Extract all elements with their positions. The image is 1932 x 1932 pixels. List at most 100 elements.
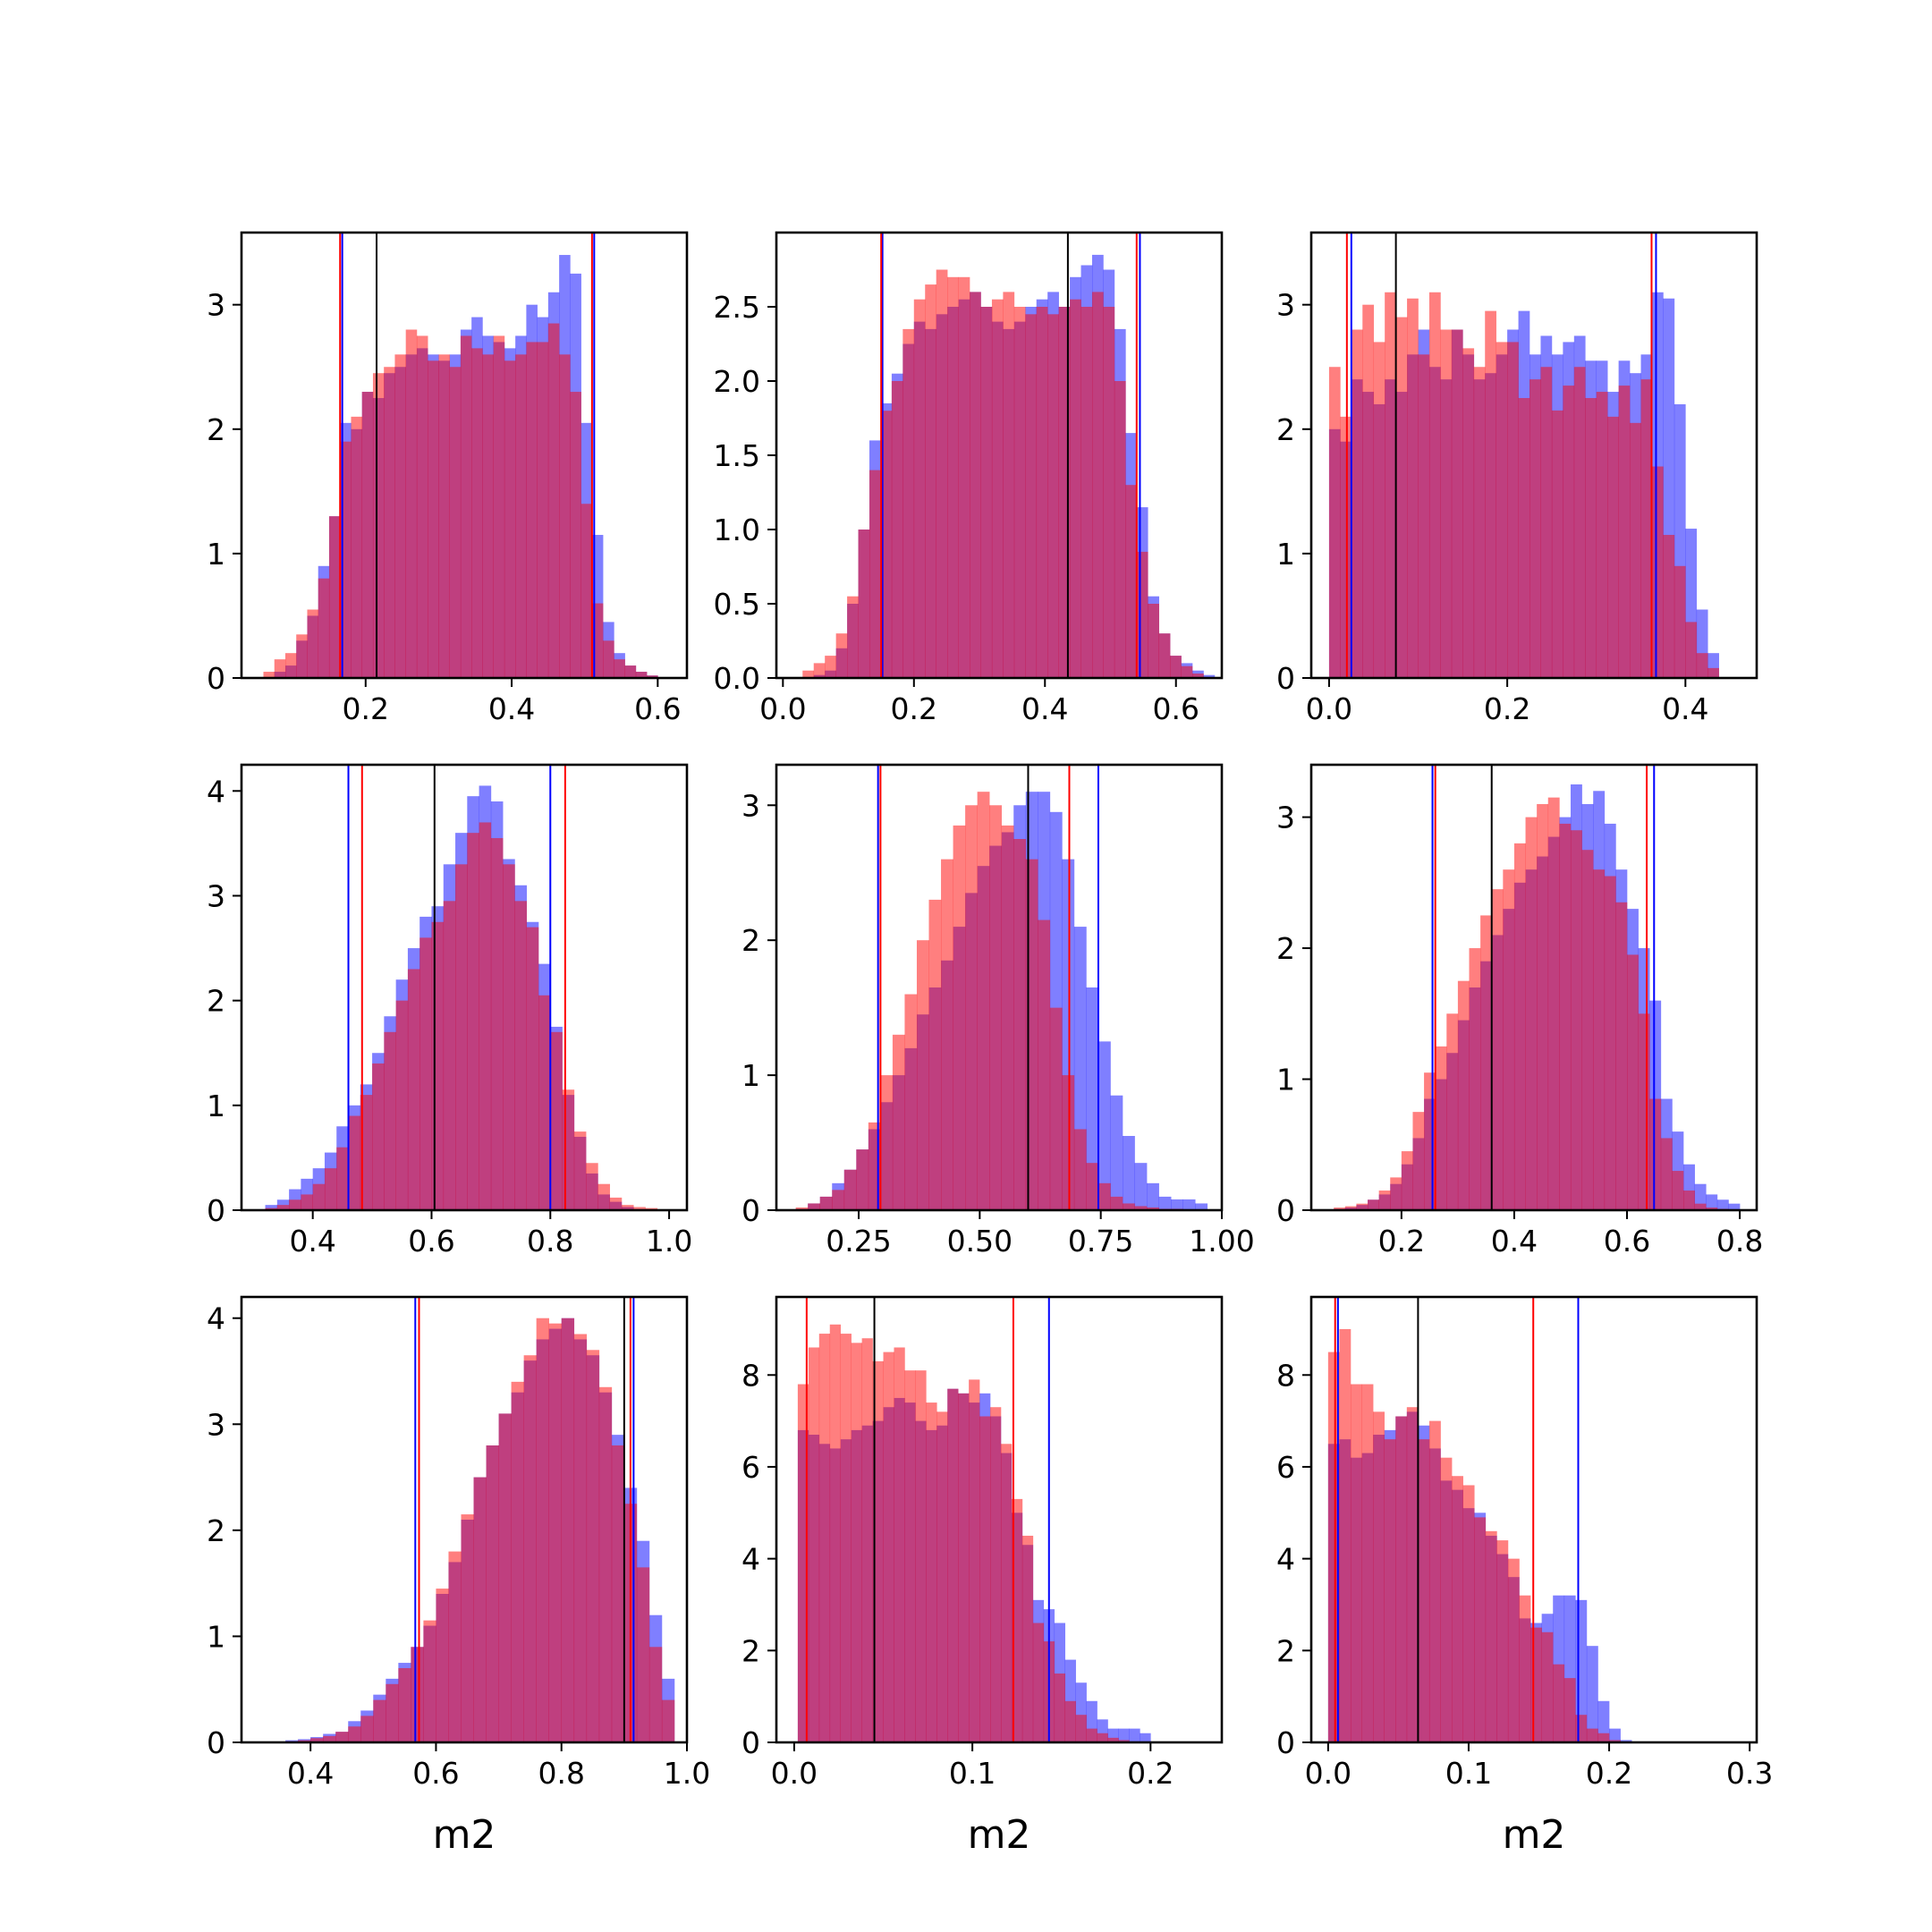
histogram-bar (386, 1683, 399, 1742)
panel-frame (775, 1295, 1224, 1744)
y-tick-label: 0 (207, 1725, 225, 1760)
histogram-bar (1507, 1558, 1520, 1742)
histogram-bar (904, 1370, 916, 1742)
y-tick-label: 1 (1276, 1063, 1295, 1097)
histogram-bar (436, 1589, 449, 1742)
histogram-bar (1158, 1196, 1172, 1210)
histogram-bar (1091, 292, 1104, 678)
histogram-bar (538, 995, 551, 1210)
y-tick-label: 0 (741, 1725, 760, 1760)
y-tick-label: 2 (1276, 931, 1295, 966)
histogram-bar (1054, 1673, 1066, 1742)
histogram-bar (276, 1205, 290, 1210)
histogram-bar (561, 1318, 575, 1742)
histogram-bars (265, 765, 658, 1210)
x-axis-label: m2 (1503, 1812, 1566, 1858)
x-tick-label: 1.0 (664, 1756, 710, 1791)
histogram-bar (1000, 1444, 1013, 1742)
histogram-bar (614, 659, 625, 678)
histogram-bar (1593, 869, 1606, 1210)
histogram-bar (448, 1551, 462, 1742)
histogram-bar (1649, 1098, 1662, 1210)
histogram-bar (411, 1647, 424, 1742)
histogram-bar (526, 342, 538, 678)
histogram-bar (570, 392, 581, 678)
histogram-bar (536, 1318, 549, 1742)
histogram-bar (1148, 604, 1159, 678)
histogram-bar (958, 1393, 970, 1742)
histogram-bar (989, 805, 1003, 1210)
histogram-bar (869, 470, 881, 678)
x-tick-label: 0.4 (1662, 691, 1708, 726)
histogram-bar (1129, 1728, 1140, 1742)
histogram-bar (351, 416, 363, 678)
histogram-bar (1660, 1138, 1673, 1210)
histogram-bar (1586, 1728, 1598, 1742)
histogram-bars (263, 233, 658, 678)
histogram-bar (1573, 367, 1586, 678)
histogram-bar (449, 367, 462, 678)
y-tick-label: 2 (1276, 1633, 1295, 1668)
histogram-bar (548, 1323, 563, 1742)
histogram-bar (1640, 379, 1653, 678)
histogram-bars (1334, 765, 1741, 1210)
histogram-bar (1114, 381, 1126, 678)
histogram-bar (1674, 565, 1686, 678)
histogram-bar (970, 292, 981, 678)
histogram-panel-6: 0.2 0.4 0.6 0.8 0 1 2 3 (1276, 763, 1763, 1258)
y-tick-label: 3 (207, 1407, 225, 1442)
panel-frame (240, 1295, 689, 1744)
histogram-bar (486, 1445, 499, 1742)
histogram-bar (1368, 1199, 1379, 1210)
histogram-bar (493, 335, 505, 678)
histogram-bar (1110, 1196, 1123, 1210)
histogram-bar (1021, 1535, 1034, 1742)
histogram-bar (883, 1352, 894, 1742)
x-axis-label: m2 (433, 1812, 496, 1858)
y-tick-label: 1 (1276, 537, 1295, 572)
histogram-bar (1707, 667, 1719, 678)
histogram-bar (1123, 1203, 1135, 1210)
histogram-bar (395, 1000, 409, 1210)
histogram-bar (1097, 1733, 1108, 1742)
histogram-bar (1385, 292, 1396, 678)
histogram-bar (843, 1169, 857, 1210)
x-tick-label: 0.6 (408, 1224, 454, 1258)
histogram-bar (328, 516, 341, 678)
histogram-bar (1073, 1129, 1087, 1210)
histogram-bar (1541, 1631, 1554, 1742)
x-tick-label: 0.3 (1726, 1756, 1773, 1791)
x-tick-label: 0.8 (1716, 1224, 1763, 1258)
histogram-bar (1672, 1171, 1684, 1210)
histogram-bar (438, 354, 450, 678)
histogram-bar (936, 1411, 948, 1742)
histogram-bar (635, 672, 648, 678)
histogram-bar (428, 360, 439, 678)
histogram-bar (1062, 1075, 1075, 1210)
histogram-bar (1147, 1182, 1159, 1210)
histogram-bar (1716, 1199, 1729, 1210)
histogram-bar (1339, 1328, 1352, 1742)
x-tick-label: 1.0 (646, 1224, 692, 1258)
histogram-bar (880, 1075, 894, 1210)
histogram-bar (1428, 1420, 1441, 1742)
histogram-bar (1581, 850, 1594, 1210)
histogram-panel-3: 0.0 0.2 0.4 0 1 2 3 (1276, 231, 1758, 726)
x-tick-label: 0.75 (1068, 1224, 1133, 1258)
histogram-bar (473, 1477, 487, 1742)
histogram-bar (894, 1347, 905, 1742)
y-tick-label: 1.5 (714, 438, 760, 473)
histogram-bar (891, 381, 903, 678)
histogram-bar (301, 1194, 313, 1210)
histogram-bar (969, 1379, 980, 1742)
histogram-bar (1075, 1715, 1087, 1742)
histogram-bar (372, 1063, 385, 1210)
histogram-bar (832, 1190, 845, 1210)
histogram-bar (1440, 329, 1453, 678)
histogram-bar (336, 1147, 349, 1210)
y-tick-label: 1.0 (714, 513, 760, 547)
histogram-bar (526, 927, 539, 1210)
histogram-bar (936, 269, 948, 678)
histogram-bar (915, 1370, 927, 1742)
